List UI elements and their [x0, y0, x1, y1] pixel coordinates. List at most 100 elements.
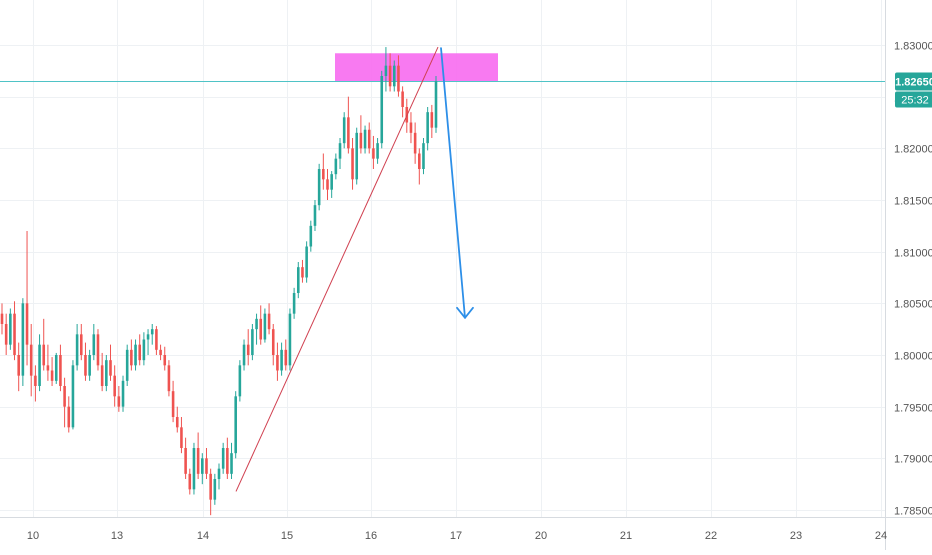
candle-down [4, 324, 8, 345]
candle-up [230, 453, 233, 474]
candle-up [334, 158, 338, 175]
resistance-zone [335, 53, 498, 82]
candle-up [376, 143, 379, 159]
candle-up [342, 117, 346, 144]
candle-up [313, 205, 317, 226]
candle-down [301, 267, 304, 278]
candle-up [150, 329, 154, 335]
candle-down [130, 349, 133, 366]
candle-up [105, 360, 108, 386]
candle-up [292, 293, 296, 314]
candle-up [75, 334, 79, 366]
y-tick-label: 1.82000 [894, 144, 932, 156]
x-tick-label: 23 [790, 530, 802, 542]
candle-up [146, 334, 150, 340]
candle-down [418, 153, 421, 169]
candle-down [205, 458, 208, 474]
candle-up [242, 344, 246, 366]
candle-up [384, 65, 388, 76]
candle-down [138, 344, 142, 361]
candle-down [184, 448, 187, 474]
candle-up [434, 81, 438, 128]
candle-down [163, 355, 167, 366]
grid [0, 0, 885, 517]
candle-down [209, 473, 212, 500]
current-price-tag [895, 72, 932, 91]
candle-down [96, 334, 100, 366]
candle-down [397, 65, 400, 92]
candle-up [142, 339, 146, 361]
candle-down [276, 355, 279, 371]
candle-down [100, 365, 104, 386]
candle-up [92, 334, 96, 355]
candle-down [246, 344, 250, 355]
candle-down [84, 355, 87, 376]
candle-up [234, 396, 237, 454]
candles [0, 47, 438, 516]
candle-down [113, 375, 116, 397]
candle-down [430, 112, 434, 128]
candle-up [192, 448, 196, 490]
candle-down [25, 303, 29, 345]
x-tick-label: 24 [875, 530, 887, 542]
x-tick-label: 16 [365, 530, 377, 542]
candle-down [0, 313, 4, 324]
candle-down [347, 117, 350, 149]
y-tick-label: 1.79000 [894, 454, 932, 466]
candle-up [213, 479, 217, 500]
candle-up [392, 65, 396, 87]
x-tick-label: 20 [535, 530, 547, 542]
candle-down [171, 391, 175, 417]
candle-up [263, 313, 267, 340]
candle-up [355, 132, 359, 180]
x-tick-label: 21 [620, 530, 632, 542]
candle-down [267, 313, 271, 330]
y-tick-label: 1.80500 [894, 299, 932, 311]
candle-up [38, 344, 41, 386]
candle-up [217, 468, 221, 479]
candle-down [50, 370, 54, 381]
candle-up [251, 329, 254, 355]
candle-down [155, 329, 158, 350]
x-tick-label: 13 [111, 530, 123, 542]
candle-down [13, 313, 16, 355]
countdown-tag [895, 91, 932, 108]
candle-down [226, 448, 229, 474]
annotation-layer-over [235, 46, 474, 492]
candle-down [180, 427, 183, 448]
candle-down [401, 91, 404, 107]
candle-down [409, 122, 413, 133]
candle-down [326, 179, 329, 190]
candle-down [372, 148, 375, 159]
candle-up [305, 246, 308, 278]
candle-down [284, 349, 288, 366]
y-tick-label: 1.78500 [894, 506, 932, 518]
candle-down [67, 406, 71, 428]
candle-down [167, 365, 171, 392]
current-price-label: 1.82650 [895, 77, 932, 89]
candle-up [380, 76, 384, 144]
trendline [235, 46, 439, 492]
candle-down [46, 365, 50, 371]
candle-up [21, 303, 25, 376]
x-tick-label: 14 [197, 530, 209, 542]
x-tick-label: 22 [705, 530, 717, 542]
candle-down [79, 334, 83, 355]
candle-up [296, 267, 300, 293]
candle-down [351, 148, 354, 180]
candle-up [280, 349, 283, 371]
candle-up [71, 365, 75, 428]
candle-up [426, 112, 429, 144]
candle-up [330, 174, 333, 190]
candle-up [309, 225, 313, 247]
candle-up [9, 313, 12, 345]
candle-down [42, 344, 46, 366]
candle-down [367, 129, 371, 149]
candle-down [159, 349, 162, 355]
candle-down [17, 355, 20, 376]
candle-up [201, 458, 204, 474]
candle-up [125, 349, 129, 381]
candle-down [259, 318, 263, 340]
